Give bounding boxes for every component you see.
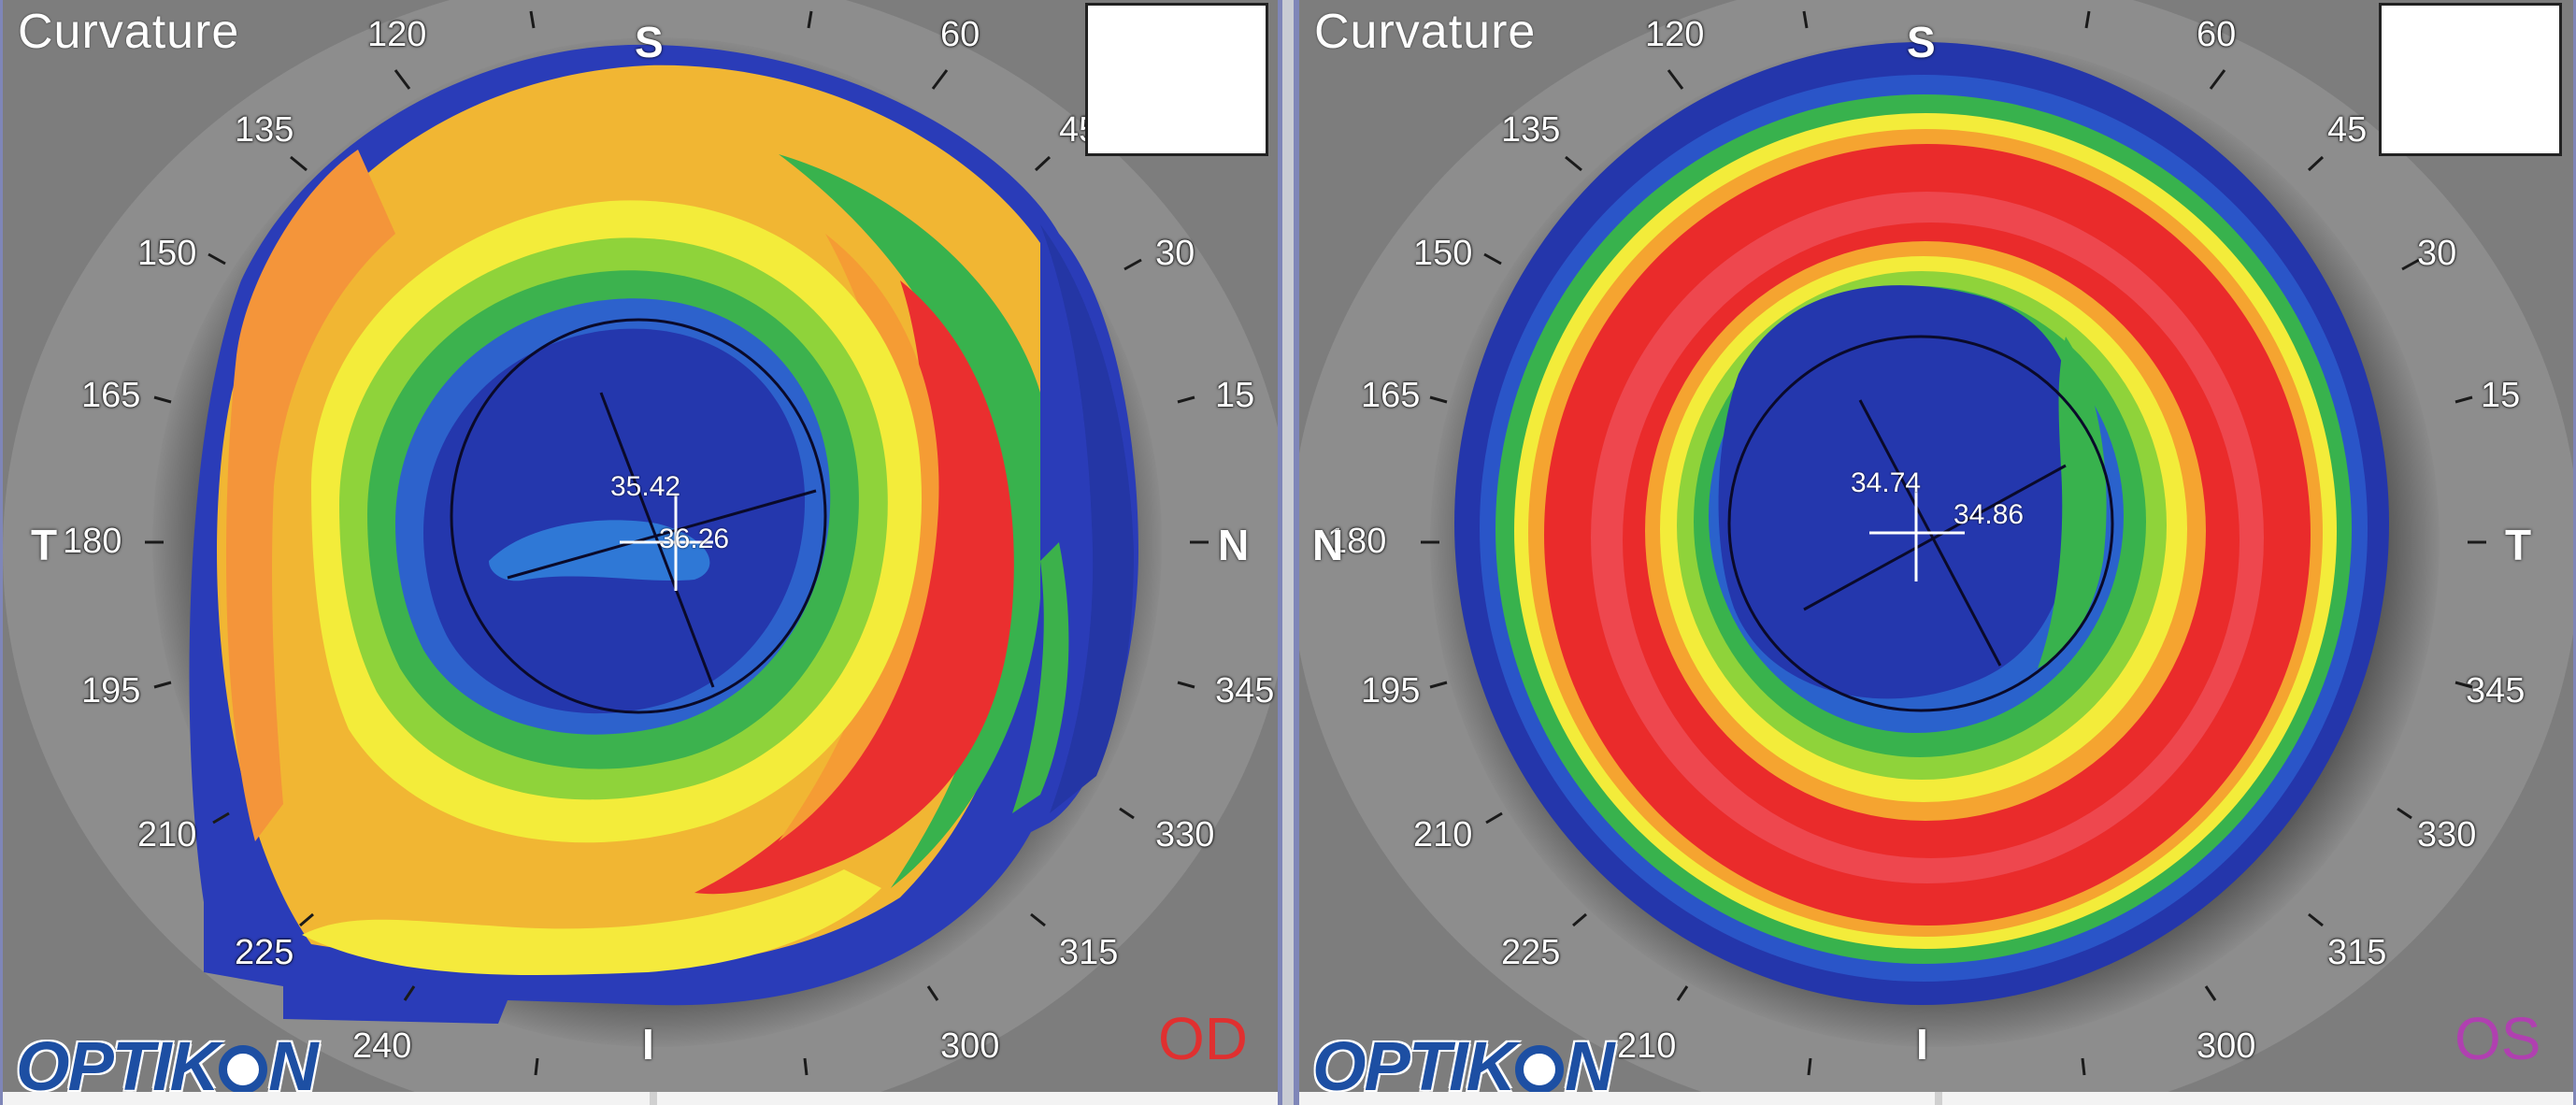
- angle-label-300: 300: [940, 1026, 1000, 1066]
- status-strip: [3, 1092, 1278, 1105]
- angle-label-60: 60: [940, 15, 980, 54]
- steep-k-reading: 34.86: [1953, 499, 2025, 530]
- angle-label-165: 165: [1361, 376, 1421, 415]
- angle-label-240: 240: [352, 1026, 412, 1066]
- map-title: Curvature: [18, 5, 240, 59]
- angle-label-150: 150: [1413, 234, 1473, 273]
- angle-label-30: 30: [2417, 234, 2457, 273]
- direction-inferior: I: [1916, 1020, 1928, 1069]
- pupil-zone-circle: [450, 318, 827, 714]
- angle-label-30: 30: [1155, 234, 1195, 273]
- direction-nasal: N: [1218, 521, 1250, 569]
- angle-label-240: 210: [1617, 1026, 1677, 1066]
- status-strip: [1299, 1092, 2573, 1105]
- angle-ticks: [1421, 10, 2486, 1076]
- topography-colormap-od: [189, 44, 1139, 1024]
- angle-label-345: 345: [2466, 671, 2526, 710]
- direction-superior: S: [1907, 18, 1936, 66]
- angle-label-165: 165: [81, 376, 141, 415]
- angle-label-180: 180: [63, 522, 122, 561]
- angle-label-225: 225: [235, 933, 294, 972]
- angle-label-45: 45: [2327, 110, 2368, 150]
- flat-k-reading: 34.74: [1851, 467, 1922, 498]
- angle-label-315: 315: [1059, 933, 1119, 972]
- direction-superior: S: [635, 18, 664, 66]
- angle-label-195: 195: [81, 671, 141, 710]
- angle-label-330: 330: [1155, 815, 1215, 854]
- angle-label-210: 210: [137, 815, 197, 854]
- direction-temporal: T: [2505, 521, 2532, 569]
- topography-panel-os: 120 60 135 45 150 30 165 15 180 195 345 …: [1294, 0, 2576, 1105]
- corneal-map-od: [3, 0, 1278, 1105]
- topography-panel-od: 120 60 135 45 150 30 165 15 180 195 345 …: [0, 0, 1282, 1105]
- angle-label-135: 135: [235, 110, 294, 150]
- angle-label-300: 300: [2197, 1026, 2256, 1066]
- steep-axis-line: [599, 392, 715, 688]
- angle-label-60: 60: [2197, 15, 2237, 54]
- corneal-map-os: [1299, 0, 2573, 1105]
- angle-label-150: 150: [137, 234, 197, 273]
- angle-label-210: 210: [1413, 815, 1473, 854]
- angle-label-225: 225: [1501, 933, 1561, 972]
- direction-inferior: I: [642, 1020, 654, 1069]
- steep-k-reading: 36.26: [659, 524, 730, 554]
- info-box: [2379, 3, 2562, 156]
- pupil-zone-circle: [1727, 335, 2114, 712]
- angle-label-330: 330: [2417, 815, 2477, 854]
- flat-axis-line: [507, 489, 817, 580]
- angle-label-195: 195: [1361, 671, 1421, 710]
- angle-label-15: 15: [2481, 376, 2521, 415]
- flat-k-reading: 35.42: [610, 471, 681, 502]
- info-box: [1085, 3, 1268, 156]
- angle-label-120: 120: [1645, 15, 1705, 54]
- map-title: Curvature: [1314, 5, 1537, 59]
- direction-temporal: T: [31, 521, 58, 569]
- angle-label-135: 135: [1501, 110, 1561, 150]
- angle-label-120: 120: [367, 15, 427, 54]
- topography-colormap-os: [1454, 42, 2389, 1005]
- eye-label-os: OS: [2454, 1005, 2541, 1072]
- angle-label-180: 180: [1327, 522, 1387, 561]
- angle-label-315: 315: [2327, 933, 2387, 972]
- angle-label-15: 15: [1215, 376, 1255, 415]
- eye-label-od: OD: [1158, 1005, 1248, 1072]
- direction-nasal: N: [1312, 521, 1344, 569]
- angle-label-345: 345: [1215, 671, 1275, 710]
- angle-ticks: [145, 10, 1209, 1076]
- flat-axis-line: [1803, 464, 2067, 611]
